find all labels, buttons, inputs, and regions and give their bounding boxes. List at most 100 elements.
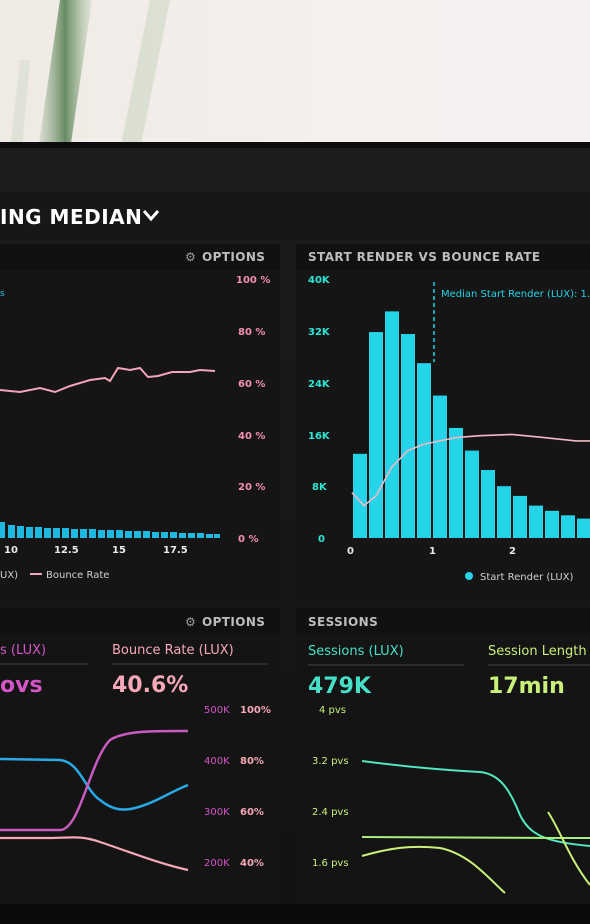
start-render-bar — [529, 505, 543, 538]
session-length-value: 17min — [488, 674, 565, 699]
options-button-bottom[interactable]: ⚙ OPTIONS — [185, 615, 265, 629]
start-render-bar — [417, 363, 431, 538]
panel-left-top-body — [0, 270, 280, 600]
start-render-x-axis: 0 1 2 — [347, 546, 516, 557]
session-length-line — [361, 836, 590, 839]
axis-pct: 100% 80% 60% 40% — [240, 705, 271, 869]
bounce-rate-value: 40.6% — [112, 673, 188, 698]
y-tick-32k: 32K — [308, 327, 331, 338]
legend-dot-start-render — [465, 572, 473, 580]
start-render-bar — [433, 395, 447, 538]
x-tick-0: 0 — [347, 546, 354, 557]
tick-4pvs: 4 pvs — [319, 705, 346, 716]
session-length-caption: Session Length ( — [488, 644, 590, 659]
x-tick-17-5: 17.5 — [163, 545, 188, 556]
pages-trend-line-2 — [547, 811, 590, 886]
start-render-bar — [385, 311, 399, 538]
tick-200k: 200K — [204, 858, 230, 869]
tick-3-2pvs: 3.2 pvs — [312, 756, 349, 767]
header-bar — [0, 192, 590, 240]
x-tick-15: 15 — [112, 545, 126, 556]
start-render-bar — [369, 332, 383, 538]
bounce-rate-line-left — [0, 366, 216, 394]
start-render-bar — [497, 486, 511, 538]
start-render-bar — [481, 470, 495, 538]
panel-sessions-body — [296, 634, 590, 924]
panel-sessions-header — [296, 608, 590, 634]
x-tick-10: 10 — [4, 545, 18, 556]
panel-start-render-header — [296, 244, 590, 270]
panel-left-bottom-header — [0, 608, 280, 634]
tick-500k: 500K — [204, 705, 230, 716]
bounce-rate-caption: Bounce Rate (LUX) — [112, 643, 234, 658]
dashboard-title: ING MEDIAN — [0, 205, 142, 229]
caption-fragment: s (LUX) — [0, 643, 46, 658]
y-tick-0: 0 — [318, 534, 325, 545]
start-render-bar — [545, 510, 559, 538]
x-tick-1: 1 — [429, 546, 436, 557]
purple-trend-line — [0, 729, 189, 832]
blue-trend-line — [0, 757, 189, 811]
panel-left-bottom-body — [0, 634, 280, 924]
y-tick-24k: 24K — [308, 379, 331, 390]
x-tick-2: 2 — [509, 546, 516, 557]
tick-80: 80 % — [238, 327, 265, 338]
background-wall — [0, 0, 590, 150]
tick-60: 60 % — [238, 379, 265, 390]
sessions-value: 479K — [308, 674, 372, 699]
legend-fragment-top: s — [0, 289, 5, 299]
blurred-plant — [10, 0, 170, 150]
bounce-rate-line — [351, 433, 590, 507]
tick-20: 20 % — [238, 482, 265, 493]
gear-icon: ⚙ — [185, 615, 196, 629]
tick-0: 0 % — [238, 534, 258, 545]
start-render-bar — [577, 518, 590, 538]
start-render-bar — [513, 495, 527, 538]
start-render-bar — [353, 453, 367, 538]
value-fragment: ovs — [0, 673, 43, 698]
tick-80pct: 80% — [240, 756, 264, 767]
gear-icon: ⚙ — [185, 250, 196, 264]
tick-1-6pvs: 1.6 pvs — [312, 858, 349, 869]
start-render-bar — [449, 427, 463, 538]
axis-k: 500K 400K 300K 200K — [204, 705, 230, 869]
tick-400k: 400K — [204, 756, 230, 767]
tick-60pct: 60% — [240, 807, 264, 818]
y-tick-16k: 16K — [308, 431, 331, 442]
pages-trend-line — [361, 845, 506, 894]
chevron-down-icon[interactable] — [142, 210, 160, 222]
tick-100pct: 100% — [240, 705, 271, 716]
start-render-y-axis: 40K 32K 24K 16K 8K 0 — [308, 275, 331, 545]
tick-40pct: 40% — [240, 858, 264, 869]
tick-40: 40 % — [238, 431, 265, 442]
tick-2-4pvs: 2.4 pvs — [312, 807, 349, 818]
bottom-bezel — [0, 904, 590, 924]
legend-bounce-rate: Bounce Rate — [46, 570, 109, 581]
percent-axis: 100 % 80 % 60 % 40 % 20 % 0 % — [236, 275, 270, 545]
blue-bars-left — [0, 522, 220, 538]
start-render-bars — [353, 311, 590, 538]
options-label: OPTIONS — [202, 250, 265, 264]
x-axis-left: 10 12.5 15 17.5 — [4, 545, 188, 556]
sessions-caption: Sessions (LUX) — [308, 644, 404, 659]
start-render-title: START RENDER VS BOUNCE RATE — [308, 250, 541, 264]
y-tick-8k: 8K — [312, 482, 328, 493]
panel-left-top-header — [0, 244, 280, 270]
median-label: Median Start Render (LUX): 1.0 — [441, 289, 590, 300]
tick-300k: 300K — [204, 807, 230, 818]
pink-trend-line — [0, 836, 189, 872]
legend-start-render: Start Render (LUX) — [480, 572, 574, 583]
sessions-title: SESSIONS — [308, 615, 378, 629]
start-render-bar — [561, 515, 575, 538]
sessions-trend-line — [361, 760, 590, 847]
options-button-top[interactable]: ⚙ OPTIONS — [185, 250, 265, 264]
x-tick-12-5: 12.5 — [54, 545, 79, 556]
start-render-bar — [401, 334, 415, 538]
start-render-bar — [465, 450, 479, 538]
tick-100: 100 % — [236, 275, 270, 286]
axis-pvs: 4 pvs 3.2 pvs 2.4 pvs 1.6 pvs — [312, 705, 349, 869]
legend-fragment-left: UX) — [0, 570, 18, 581]
y-tick-40k: 40K — [308, 275, 331, 286]
